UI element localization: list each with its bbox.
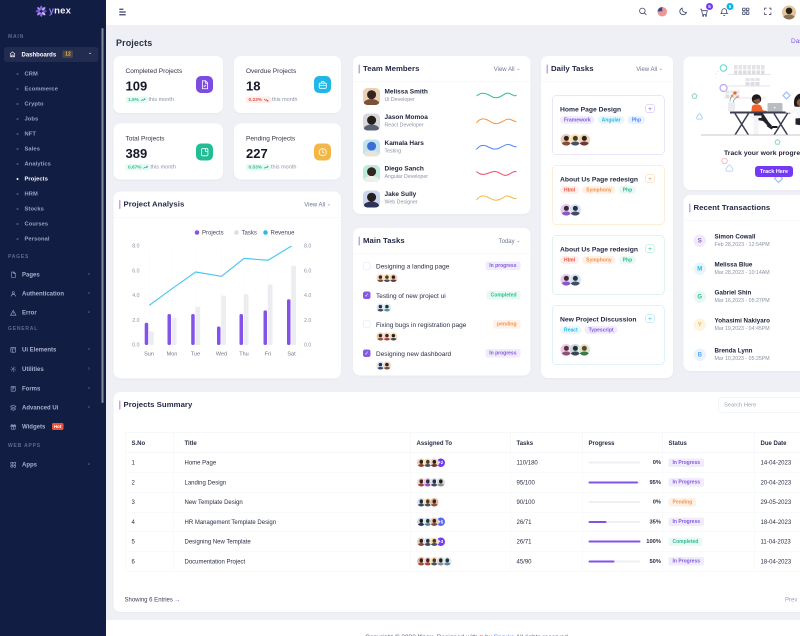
svg-text:Sat: Sat xyxy=(287,352,296,358)
svg-text:4.0: 4.0 xyxy=(132,293,139,299)
svg-text:4.0: 4.0 xyxy=(304,293,311,299)
svg-text:8.0: 8.0 xyxy=(132,244,139,250)
svg-text:2.0: 2.0 xyxy=(304,318,311,324)
svg-text:Mon: Mon xyxy=(167,352,178,358)
svg-text:Fri: Fri xyxy=(265,352,271,358)
svg-text:6.0: 6.0 xyxy=(304,268,311,274)
svg-text:0.0: 0.0 xyxy=(304,343,311,349)
svg-text:Sun: Sun xyxy=(144,352,154,358)
svg-text:Revenue: Revenue xyxy=(271,231,296,237)
svg-text:Wed: Wed xyxy=(216,352,227,358)
svg-text:2.0: 2.0 xyxy=(132,318,139,324)
svg-text:Thu: Thu xyxy=(239,352,248,358)
svg-text:8.0: 8.0 xyxy=(304,244,311,250)
svg-text:6.0: 6.0 xyxy=(132,268,139,274)
svg-text:0.0: 0.0 xyxy=(132,343,139,349)
svg-text:Projects: Projects xyxy=(202,231,224,237)
svg-text:Tue: Tue xyxy=(191,352,200,358)
svg-text:Tasks: Tasks xyxy=(242,231,257,237)
